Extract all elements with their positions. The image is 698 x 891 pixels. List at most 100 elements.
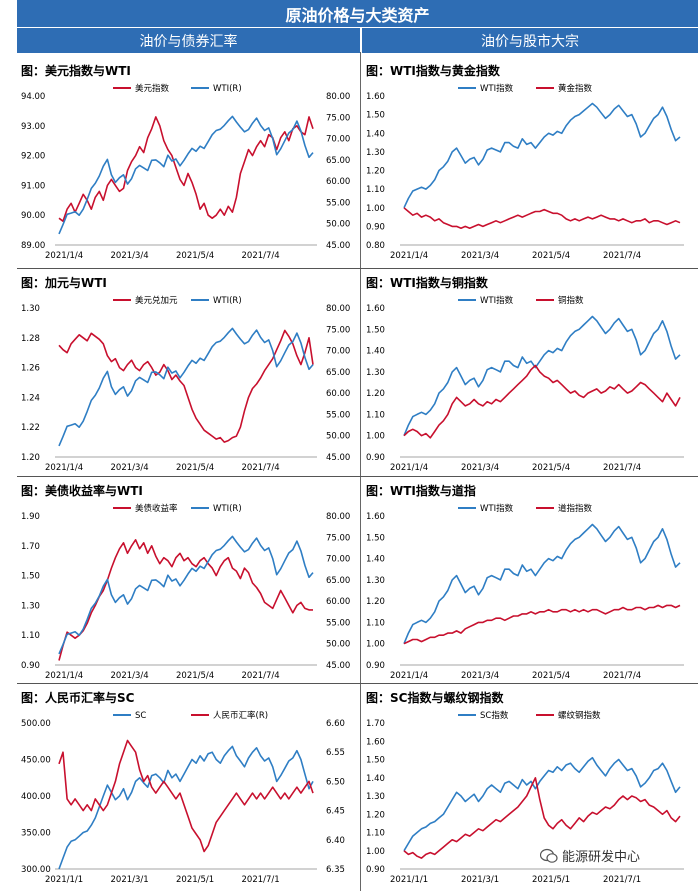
- page-title: 原油价格与大类资产: [17, 0, 698, 27]
- x-tick-label: 2021/1/4: [390, 671, 428, 681]
- y2-tick-label: 75.00: [326, 325, 350, 335]
- series-line-red: [58, 538, 313, 661]
- chart-sc-rebar: 1.70 1.60 1.50 1.40 1.30 1.20 1.10 1.00 0.90 2021…: [366, 710, 684, 885]
- y-tick-label: 1.00: [366, 640, 385, 650]
- x-tick-label: 2021/5/4: [532, 251, 570, 261]
- y-tick-label: 1.50: [366, 533, 385, 543]
- series-line-blue: [58, 115, 314, 235]
- x-tick-label: 2021/5/1: [176, 875, 214, 885]
- y-tick-label: 1.26: [21, 364, 40, 374]
- y-tick-label: 500.00: [21, 719, 51, 729]
- y2-tick-label: 6.35: [326, 865, 345, 875]
- y-tick-label: 1.50: [21, 572, 40, 582]
- y-tick-label: 0.90: [366, 661, 385, 671]
- y-tick-label: 1.90: [21, 512, 40, 522]
- chart-title: 图：WTI指数与黄金指数: [366, 64, 500, 78]
- x-tick-label: 2021/7/4: [242, 251, 280, 261]
- column-divider: [360, 52, 361, 891]
- y-tick-label: 1.00: [366, 432, 385, 442]
- legend-label: WTI(R): [213, 504, 242, 514]
- y-tick-label: 400.00: [21, 792, 51, 802]
- y2-tick-label: 65.00: [326, 368, 350, 378]
- legend-label: WTI指数: [480, 503, 514, 514]
- y-tick-label: 1.20: [366, 167, 385, 177]
- chart-title: 图：人民币汇率与SC: [21, 691, 135, 705]
- x-tick-label: 2021/3/4: [461, 251, 499, 261]
- watermark: 能源研发中心: [540, 846, 640, 865]
- y-tick-label: 350.00: [21, 829, 51, 839]
- y-tick-label: 1.40: [366, 774, 385, 784]
- x-tick-label: 2021/1/1: [390, 875, 428, 885]
- x-tick-label: 2021/7/4: [242, 463, 280, 473]
- x-tick-label: 2021/3/1: [461, 875, 499, 885]
- y-tick-label: 1.00: [366, 847, 385, 857]
- y-tick-label: 1.50: [366, 325, 385, 335]
- x-tick-label: 2021/7/4: [603, 463, 641, 473]
- series-line-red: [58, 739, 314, 853]
- legend-label: 人民币汇率(R): [213, 710, 268, 721]
- x-tick-label: 2021/1/4: [45, 463, 83, 473]
- x-tick-label: 2021/7/1: [242, 875, 280, 885]
- panel-wti-copper: 图：WTI指数与铜指数 1.60 1.50 1.40 1.30 1.20 1.10 1.00…: [362, 274, 698, 474]
- series-line-red: [58, 116, 314, 222]
- y2-tick-label: 70.00: [326, 347, 350, 357]
- panel-cny-sc: 图：人民币汇率与SC 500.00 450.00 400.00 350.00 300.0…: [17, 689, 360, 891]
- chart-title: 图：美元指数与WTI: [21, 64, 131, 78]
- legend-label: 螺纹钢指数: [558, 710, 601, 721]
- x-tick-label: 2021/3/4: [461, 671, 499, 681]
- series-line-red: [58, 329, 314, 443]
- legend-label: 铜指数: [558, 295, 584, 306]
- y2-tick-label: 6.55: [326, 748, 345, 758]
- y2-tick-label: 45.00: [326, 241, 350, 251]
- y-tick-label: 1.70: [366, 719, 385, 729]
- y2-tick-label: 6.60: [326, 719, 345, 729]
- y-tick-label: 1.20: [366, 597, 385, 607]
- y2-tick-label: 65.00: [326, 576, 350, 586]
- y-tick-label: 1.20: [366, 810, 385, 820]
- legend-label: SC: [135, 711, 146, 721]
- x-tick-label: 2021/1/1: [45, 875, 83, 885]
- chart-yield-wti: 1.90 1.70 1.50 1.30 1.10 0.90 80.00 75.00 70.00 6…: [21, 503, 350, 681]
- series-line-red: [403, 604, 681, 645]
- y2-tick-label: 6.40: [326, 836, 345, 846]
- x-tick-label: 2021/7/4: [603, 671, 641, 681]
- chart-title: 图：WTI指数与铜指数: [366, 276, 488, 290]
- series-line-blue: [58, 535, 314, 655]
- y-tick-label: 1.30: [366, 368, 385, 378]
- chart-wti-gold: 1.60 1.50 1.40 1.30 1.20 1.10 1.00 0.90 0.80 2021…: [366, 83, 684, 261]
- watermark-text: 能源研发中心: [562, 850, 641, 865]
- y-tick-label: 1.40: [366, 347, 385, 357]
- legend-label: 黄金指数: [558, 83, 593, 94]
- y-tick-label: 1.10: [366, 185, 385, 195]
- panel-yield-wti: 图：美债收益率与WTI 1.90 1.70 1.50 1.30 1.10 0.90 80.0…: [17, 482, 360, 682]
- y-tick-label: 94.00: [21, 92, 45, 102]
- y-tick-label: 1.24: [21, 393, 40, 403]
- y-tick-label: 1.10: [366, 618, 385, 628]
- y-tick-label: 1.50: [366, 111, 385, 121]
- y2-tick-label: 55.00: [326, 618, 350, 628]
- legend-label: 美元兑加元: [135, 295, 178, 306]
- x-tick-label: 2021/3/1: [111, 875, 149, 885]
- y-tick-label: 91.00: [21, 181, 45, 191]
- panel-sc-rebar: 图：SC指数与螺纹钢指数 1.70 1.60 1.50 1.40 1.30 1.20 1.1…: [362, 689, 698, 891]
- y-tick-label: 1.22: [21, 423, 40, 433]
- y2-tick-label: 55.00: [326, 410, 350, 420]
- panel-cad-wti: 图：加元与WTI 1.30 1.28 1.26 1.24 1.22 1.20 80.00 75…: [17, 274, 360, 474]
- legend-label: 道指指数: [558, 503, 593, 514]
- y2-tick-label: 60.00: [326, 389, 350, 399]
- y2-tick-label: 75.00: [326, 533, 350, 543]
- y-tick-label: 450.00: [21, 756, 51, 766]
- panel-wti-dow: 图：WTI指数与道指 1.60 1.50 1.40 1.30 1.20 1.10 1.00 0…: [362, 482, 698, 682]
- series-line-blue: [403, 315, 681, 437]
- y-tick-label: 1.20: [366, 389, 385, 399]
- row-divider: [17, 683, 698, 684]
- y-tick-label: 1.00: [366, 204, 385, 214]
- x-tick-label: 2021/7/1: [603, 875, 641, 885]
- y-tick-label: 1.20: [21, 453, 40, 463]
- y-tick-label: 1.60: [366, 512, 385, 522]
- wechat-icon: [540, 848, 558, 863]
- y2-tick-label: 6.50: [326, 777, 345, 787]
- x-tick-label: 2021/5/4: [532, 463, 570, 473]
- y-tick-label: 1.10: [366, 829, 385, 839]
- legend-label: WTI指数: [480, 295, 514, 306]
